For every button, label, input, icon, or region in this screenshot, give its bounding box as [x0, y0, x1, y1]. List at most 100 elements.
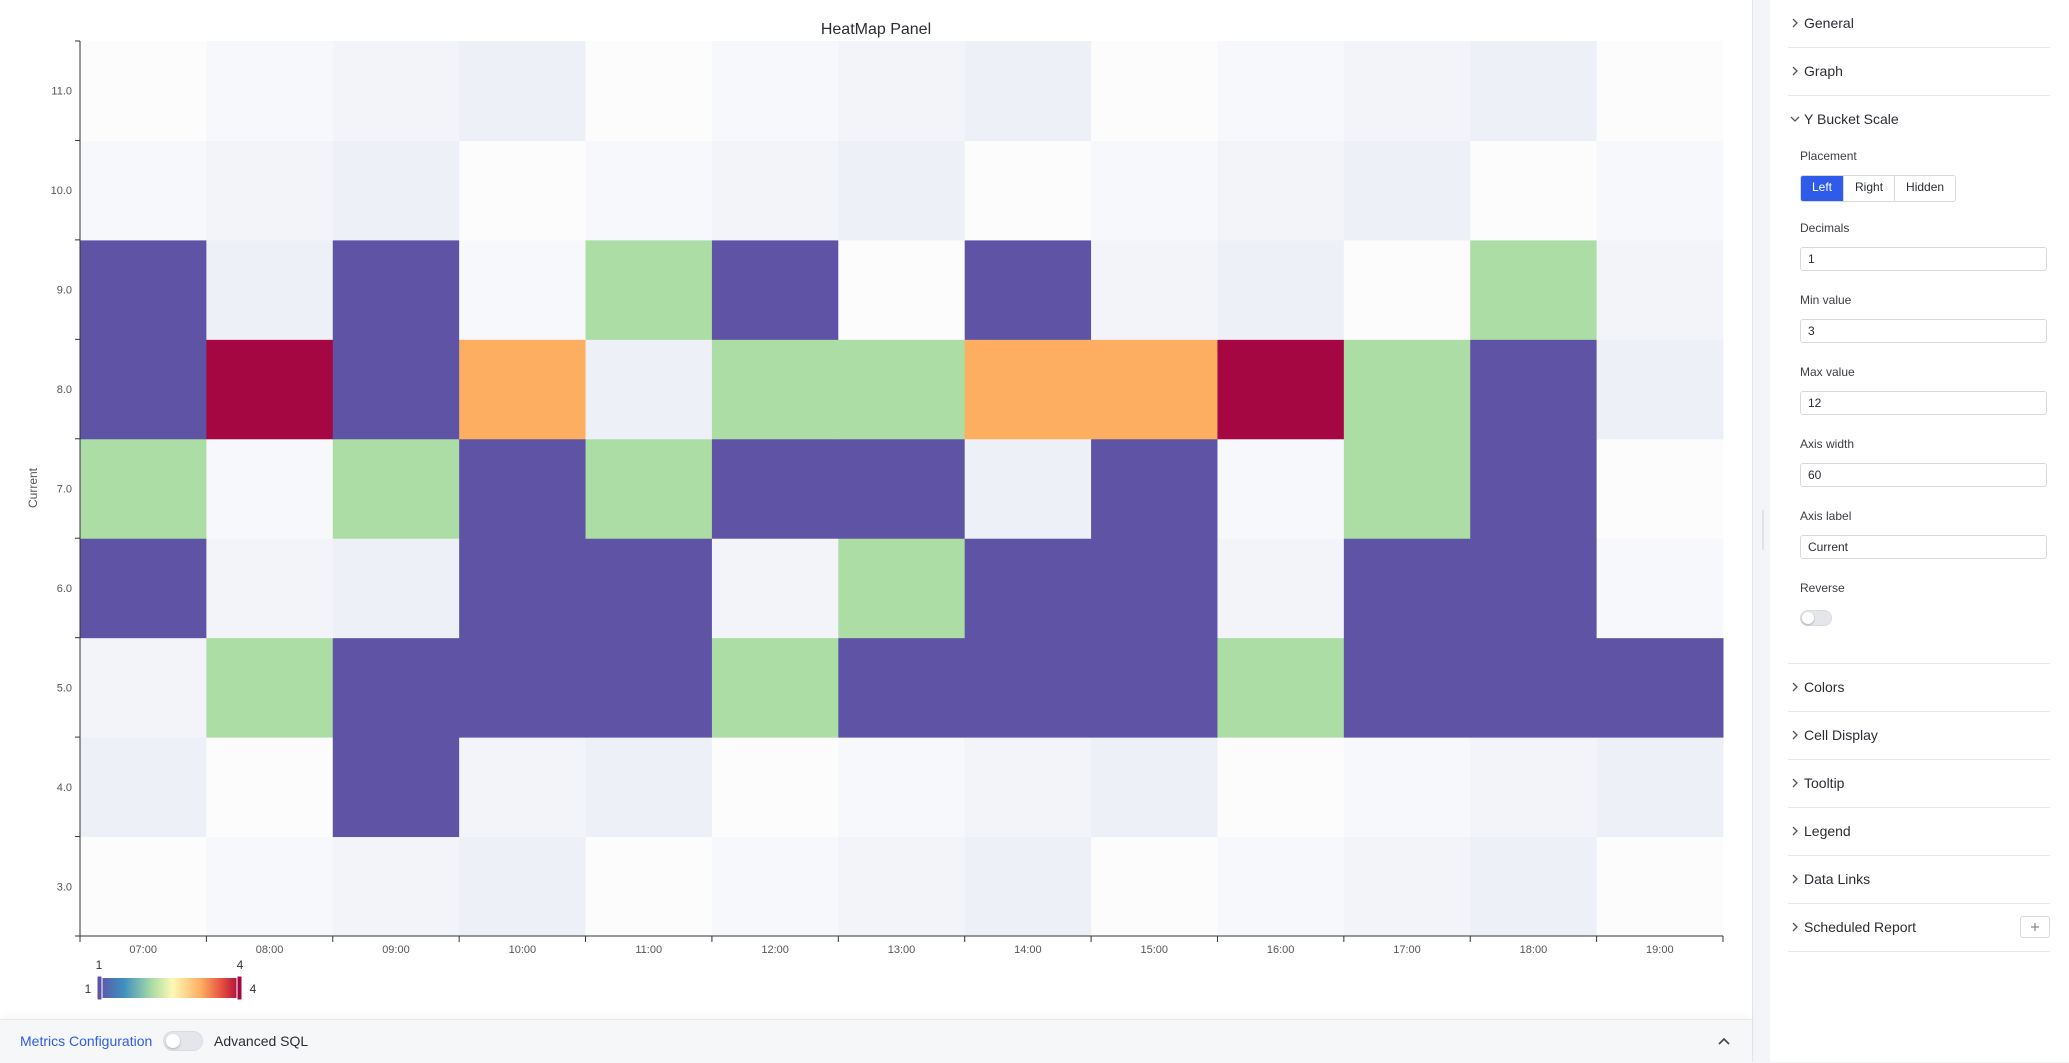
heatmap-cell[interactable]	[964, 339, 1092, 440]
heatmap-cell[interactable]	[1091, 41, 1218, 141]
min-value-input[interactable]: 3	[1800, 319, 2047, 343]
heatmap-cell[interactable]	[838, 637, 966, 738]
heatmap-cell[interactable]	[1091, 737, 1218, 838]
heatmap-cell[interactable]	[711, 41, 839, 141]
heatmap-cell[interactable]	[459, 737, 587, 838]
section-title[interactable]: Y Bucket Scale	[1804, 111, 1899, 127]
heatmap-cell[interactable]	[1470, 637, 1598, 738]
heatmap-cell[interactable]	[838, 438, 966, 539]
axis-label-input[interactable]: Current	[1800, 535, 2047, 559]
heatmap-cell[interactable]	[1091, 140, 1218, 241]
section-graph[interactable]: Graph	[1788, 48, 2050, 96]
heatmap-cell[interactable]	[459, 140, 587, 241]
heatmap-cell[interactable]	[1343, 140, 1471, 241]
heatmap-cell[interactable]	[838, 538, 966, 639]
heatmap-cell[interactable]	[1343, 339, 1471, 440]
heatmap-cell[interactable]	[1091, 339, 1218, 440]
section-tooltip[interactable]: Tooltip	[1788, 760, 2050, 808]
section-cell-display[interactable]: Cell Display	[1788, 712, 2050, 760]
heatmap-cell[interactable]	[838, 41, 966, 141]
heatmap-cell[interactable]	[1343, 538, 1471, 639]
color-legend[interactable]: 1 4 1 4	[85, 958, 257, 1001]
heatmap-cell[interactable]	[585, 836, 713, 937]
heatmap-cell[interactable]	[711, 637, 839, 738]
heatmap-cell[interactable]	[1596, 637, 1724, 738]
heatmap-cell[interactable]	[459, 239, 587, 340]
heatmap-cell[interactable]	[332, 339, 460, 440]
heatmap-cell[interactable]	[1470, 737, 1598, 838]
heatmap-cell[interactable]	[206, 339, 334, 440]
heatmap-cell[interactable]	[332, 737, 460, 838]
heatmap-cell[interactable]	[1343, 41, 1471, 141]
heatmap-cell[interactable]	[459, 41, 587, 141]
heatmap-cell[interactable]	[838, 339, 966, 440]
heatmap-cell[interactable]	[206, 836, 334, 937]
heatmap-cell[interactable]	[1343, 239, 1471, 340]
heatmap-cell[interactable]	[1470, 438, 1598, 539]
legend-min-handle[interactable]	[96, 975, 103, 1001]
heatmap-cell[interactable]	[1217, 737, 1345, 838]
heatmap-cell[interactable]	[1217, 836, 1345, 937]
heatmap-cell[interactable]	[1470, 41, 1598, 141]
heatmap-cell[interactable]	[711, 737, 839, 838]
heatmap-cell[interactable]	[964, 140, 1092, 241]
heatmap-cell[interactable]	[80, 140, 207, 241]
heatmap-cell[interactable]	[80, 637, 207, 738]
section-general[interactable]: General	[1788, 0, 2050, 48]
heatmap-cell[interactable]	[1217, 538, 1345, 639]
reverse-toggle[interactable]	[1800, 610, 1832, 626]
heatmap-chart[interactable]: HeatMap Panel Current 3.0 4.0 5.0 6.0 7.0 8.0…	[0, 0, 1752, 1015]
heatmap-cell[interactable]	[1596, 339, 1724, 440]
heatmap-cell[interactable]	[1217, 239, 1345, 340]
chevron-up-icon[interactable]	[1714, 1031, 1734, 1051]
heatmap-cell[interactable]	[1091, 438, 1218, 539]
heatmap-cell[interactable]	[1217, 41, 1345, 141]
heatmap-cell[interactable]	[1596, 239, 1724, 340]
placement-segmented-control[interactable]: Left Right Hidden	[1800, 175, 1957, 202]
placement-right-option[interactable]: Right	[1843, 176, 1895, 201]
heatmap-cell[interactable]	[1343, 836, 1471, 937]
axis-width-input[interactable]: 60	[1800, 463, 2047, 487]
heatmap-cell[interactable]	[332, 239, 460, 340]
heatmap-cell[interactable]	[585, 637, 713, 738]
heatmap-cell[interactable]	[838, 737, 966, 838]
decimals-input[interactable]: 1	[1800, 247, 2047, 271]
heatmap-cell[interactable]	[711, 538, 839, 639]
heatmap-cell[interactable]	[711, 836, 839, 937]
heatmap-cell[interactable]	[80, 339, 207, 440]
heatmap-cell[interactable]	[1091, 637, 1218, 738]
heatmap-cell[interactable]	[1596, 438, 1724, 539]
heatmap-cell[interactable]	[964, 239, 1092, 340]
heatmap-cell[interactable]	[206, 140, 334, 241]
heatmap-cell[interactable]	[459, 836, 587, 937]
heatmap-cell[interactable]	[1343, 637, 1471, 738]
heatmap-cell[interactable]	[1470, 836, 1598, 937]
heatmap-cell[interactable]	[711, 140, 839, 241]
heatmap-cell[interactable]	[206, 239, 334, 340]
heatmap-cell[interactable]	[206, 637, 334, 738]
section-colors[interactable]: Colors	[1788, 664, 2050, 712]
heatmap-cell[interactable]	[332, 438, 460, 539]
heatmap-cell[interactable]	[1596, 538, 1724, 639]
advanced-sql-toggle[interactable]	[163, 1031, 203, 1051]
heatmap-cell[interactable]	[1596, 836, 1724, 937]
heatmap-cell[interactable]	[838, 239, 966, 340]
heatmap-cell[interactable]	[711, 438, 839, 539]
chevron-down-icon[interactable]	[1788, 112, 1802, 126]
heatmap-cell[interactable]	[1343, 438, 1471, 539]
metrics-configuration-link[interactable]: Metrics Configuration	[20, 1033, 153, 1049]
heatmap-cell[interactable]	[711, 339, 839, 440]
heatmap-cell[interactable]	[80, 538, 207, 639]
heatmap-cell[interactable]	[964, 41, 1092, 141]
heatmap-cell[interactable]	[206, 41, 334, 141]
heatmap-cell[interactable]	[206, 438, 334, 539]
heatmap-cell[interactable]	[1217, 438, 1345, 539]
heatmap-cell[interactable]	[80, 836, 207, 937]
heatmap-cell[interactable]	[1596, 41, 1724, 141]
heatmap-cell[interactable]	[1470, 538, 1598, 639]
heatmap-cell[interactable]	[1470, 140, 1598, 241]
heatmap-cell[interactable]	[1217, 637, 1345, 738]
heatmap-cell[interactable]	[964, 637, 1092, 738]
heatmap-cell[interactable]	[1470, 339, 1598, 440]
heatmap-cell[interactable]	[1596, 737, 1724, 838]
